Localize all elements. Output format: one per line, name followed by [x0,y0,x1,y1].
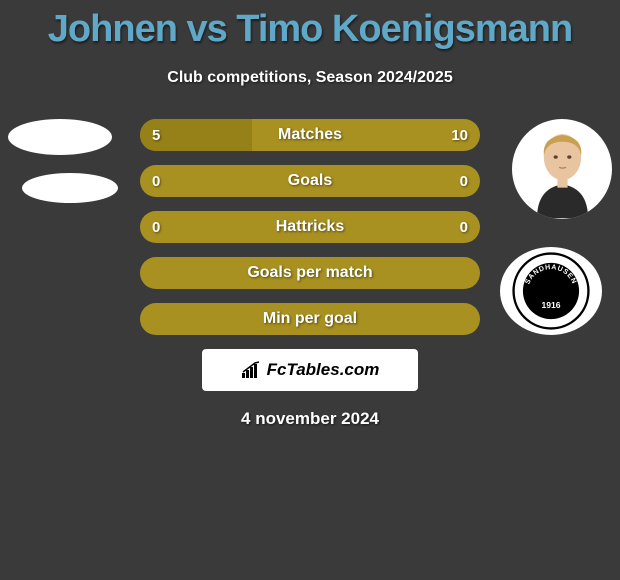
stat-row-min-per-goal: Min per goal [140,303,480,335]
stat-right-value: 10 [451,127,468,144]
player-left-badge [22,173,118,203]
stat-right-value: 0 [460,173,468,190]
stat-bars-container: 5 Matches 10 0 Goals 0 0 Hattricks 0 Goa… [140,119,480,335]
fctables-label: FcTables.com [267,360,380,380]
stat-label: Hattricks [140,218,480,236]
bar-chart-icon [241,361,263,379]
stat-right-value: 0 [460,219,468,236]
comparison-date: 4 november 2024 [0,409,620,429]
stat-row-goals: 0 Goals 0 [140,165,480,197]
player-right-avatar [512,119,612,219]
comparison-subtitle: Club competitions, Season 2024/2025 [0,69,620,87]
content-area: SV SANDHAUSEN 1916 5 Matches 10 0 Goals … [0,119,620,429]
person-silhouette-icon [520,124,605,219]
stat-label: Goals per match [140,264,480,282]
stat-row-matches: 5 Matches 10 [140,119,480,151]
comparison-title: Johnen vs Timo Koenigsmann [0,0,620,51]
badge-year: 1916 [541,300,560,310]
stat-row-goals-per-match: Goals per match [140,257,480,289]
stat-row-hattricks: 0 Hattricks 0 [140,211,480,243]
stat-label: Matches [140,126,480,144]
player-left-avatar [8,119,112,155]
fctables-watermark: FcTables.com [202,349,418,391]
club-crest-icon: SV SANDHAUSEN 1916 [506,252,596,330]
player-right-club-badge: SV SANDHAUSEN 1916 [500,247,602,335]
stat-label: Goals [140,172,480,190]
stat-label: Min per goal [140,310,480,328]
